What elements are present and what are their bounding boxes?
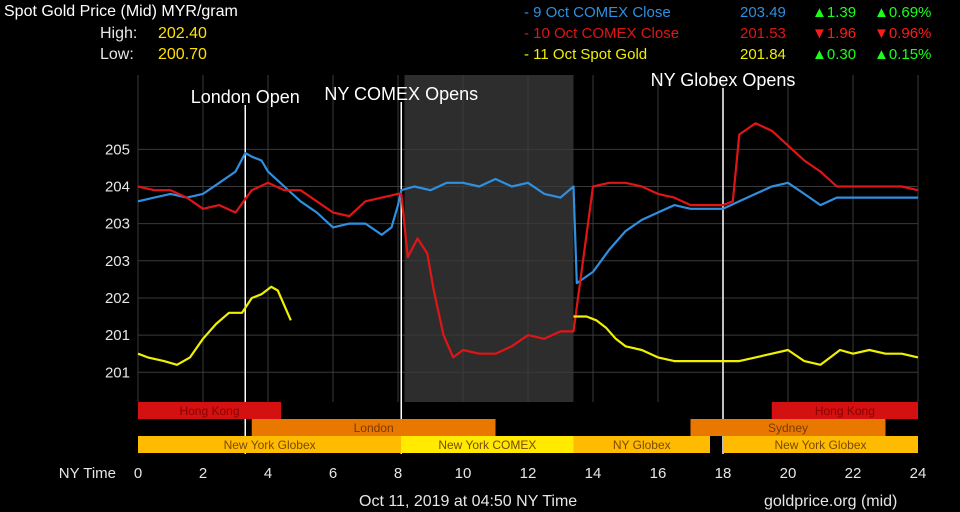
legend-row: - 10 Oct COMEX Close 201.53 ▼1.96 ▼0.96%	[524, 25, 956, 45]
x-tick-label: 14	[585, 465, 602, 482]
chart-title: Spot Gold Price (Mid) MYR/gram	[4, 3, 238, 20]
session-label: Sydney	[768, 421, 808, 435]
legend-row: - 9 Oct COMEX Close 203.49 ▲1.39 ▲0.69%	[524, 4, 956, 24]
legend-price: 201.53	[740, 25, 786, 42]
legend-name: - 9 Oct COMEX Close	[524, 4, 671, 21]
session-bar	[138, 402, 281, 419]
x-axis-label: NY Time	[59, 465, 116, 482]
marker-label: London Open	[191, 87, 300, 107]
x-tick-label: 4	[264, 465, 272, 482]
session-bar	[771, 402, 918, 419]
legend-name: - 10 Oct COMEX Close	[524, 25, 680, 42]
x-tick-label: 16	[650, 465, 667, 482]
low-label: Low:	[100, 46, 134, 63]
x-tick-label: 2	[199, 465, 207, 482]
x-tick-label: 8	[394, 465, 402, 482]
legend-change: ▲0.30	[812, 46, 857, 63]
footer-timestamp: Oct 11, 2019 at 04:50 NY Time	[359, 493, 578, 510]
legend-percent: ▼0.96%	[874, 25, 932, 42]
x-tick-label: 12	[520, 465, 537, 482]
legend-row: - 11 Oct Spot Gold 201.84 ▲0.30 ▲0.15%	[524, 46, 956, 66]
legend-price: 201.84	[740, 46, 786, 63]
session-label: NY Globex	[613, 438, 671, 452]
comex-shaded-region	[404, 75, 574, 402]
session-bar	[723, 436, 918, 453]
session-bar	[573, 436, 710, 453]
x-tick-label: 6	[329, 465, 337, 482]
y-tick-label: 203	[105, 216, 130, 233]
session-label: New York Globex	[774, 438, 866, 452]
session-label: New York COMEX	[438, 438, 536, 452]
session-bar	[251, 419, 496, 436]
x-tick-label: 24	[910, 465, 927, 482]
legend-name: - 11 Oct Spot Gold	[524, 46, 648, 63]
y-tick-label: 205	[105, 141, 130, 158]
series-line	[137, 122, 919, 359]
y-tick-label: 203	[105, 253, 130, 270]
high-value: 202.40	[158, 25, 207, 42]
y-tick-label: 204	[105, 178, 130, 195]
series-line	[137, 151, 918, 285]
x-tick-label: 10	[455, 465, 472, 482]
session-label: Hong Kong	[815, 404, 875, 418]
x-tick-label: 0	[134, 465, 142, 482]
session-bar	[401, 436, 574, 453]
session-bar	[690, 419, 886, 436]
legend-change: ▲1.39	[812, 4, 857, 21]
legend-percent: ▲0.15%	[874, 46, 932, 63]
series-line	[137, 285, 919, 366]
session-label: Hong Kong	[179, 404, 239, 418]
marker-label: NY Globex Opens	[651, 70, 796, 90]
session-label: London	[354, 421, 394, 435]
x-tick-label: 18	[715, 465, 732, 482]
session-label: New York Globex	[224, 438, 316, 452]
y-tick-label: 202	[105, 290, 130, 307]
high-label: High:	[100, 25, 138, 42]
x-tick-label: 20	[780, 465, 797, 482]
y-tick-label: 201	[105, 327, 130, 344]
session-bar	[138, 436, 402, 453]
marker-label: NY COMEX Opens	[324, 84, 478, 104]
x-tick-label: 22	[845, 465, 862, 482]
y-tick-label: 201	[105, 364, 130, 381]
low-value: 200.70	[158, 46, 207, 63]
legend-price: 203.49	[740, 4, 786, 21]
legend-change: ▼1.96	[812, 25, 857, 42]
legend-percent: ▲0.69%	[874, 4, 932, 21]
footer-source: goldprice.org (mid)	[764, 493, 898, 510]
